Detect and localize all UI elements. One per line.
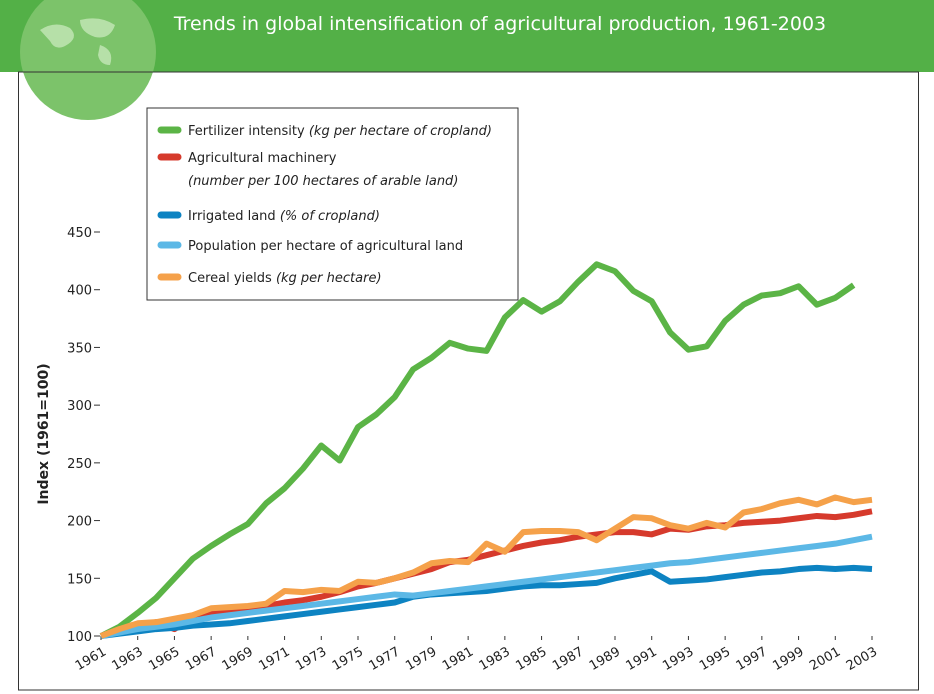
x-tick-label: 1981 [440,644,476,674]
x-tick-label: 1973 [293,644,329,674]
x-tick-label: 1977 [367,644,403,674]
x-tick-label: 1997 [734,644,770,674]
x-tick-label: 1987 [550,644,586,674]
x-tick-label: 1965 [146,644,182,674]
y-tick-label: 400 [67,284,92,299]
globe-land [40,18,115,65]
legend-label: Fertilizer intensity (kg per hectare of … [188,124,492,139]
y-tick-label: 450 [67,226,92,241]
x-tick-label: 1971 [256,644,292,674]
legend-name: Fertilizer intensity [188,124,305,139]
x-tick-label: 1961 [73,644,109,674]
legend-name: Agricultural machinery [188,151,337,166]
y-axis-label: Index (1961=100) [36,363,52,504]
legend-label: Agricultural machinery [188,151,337,166]
series-line [100,564,873,639]
legend-box [146,107,519,301]
y-tick-label: 300 [67,399,92,414]
x-tick-label: 1995 [697,644,733,674]
panel-border [18,71,919,691]
x-tick-label: 1999 [770,644,806,674]
series-line [99,494,873,639]
legend-name: Population per hectare of agricultural l… [188,239,463,254]
x-tick-label: 1983 [477,644,513,674]
x-tick-label: 2003 [844,644,880,674]
header-band [0,0,934,72]
legend-label: Population per hectare of agricultural l… [188,239,463,254]
x-tick-label: 1975 [330,644,366,674]
legend-unit: (% of cropland) [280,209,380,224]
y-tick-label: 200 [67,515,92,530]
x-tick-label: 1989 [587,644,623,674]
series-line [100,508,873,639]
x-tick-label: 1993 [660,644,696,674]
legend-name: Cereal yields [188,271,272,286]
x-tick-label: 1963 [110,644,146,674]
legend-unit: (kg per hectare of cropland) [309,124,492,139]
series-line [99,261,856,639]
x-tick-label: 2001 [807,644,843,674]
y-tick-label: 100 [67,630,92,645]
series-line [100,533,873,639]
legend-label: Irrigated land (% of cropland) [188,209,380,224]
y-tick-label: 350 [67,341,92,356]
x-tick-label: 1991 [624,644,660,674]
y-tick-label: 250 [67,457,92,472]
x-tick-label: 1967 [183,644,219,674]
legend-label: Cereal yields (kg per hectare) [188,271,382,286]
globe-icon [20,0,156,120]
x-tick-label: 1969 [220,644,256,674]
legend-name: Irrigated land [188,209,276,224]
chart-title: Trends in global intensification of agri… [173,13,827,35]
x-tick-label: 1979 [403,644,439,674]
y-tick-label: 150 [67,572,92,587]
legend-unit: (number per 100 hectares of arable land) [188,174,458,189]
legend-unit: (kg per hectare) [276,271,382,286]
x-tick-label: 1985 [513,644,549,674]
